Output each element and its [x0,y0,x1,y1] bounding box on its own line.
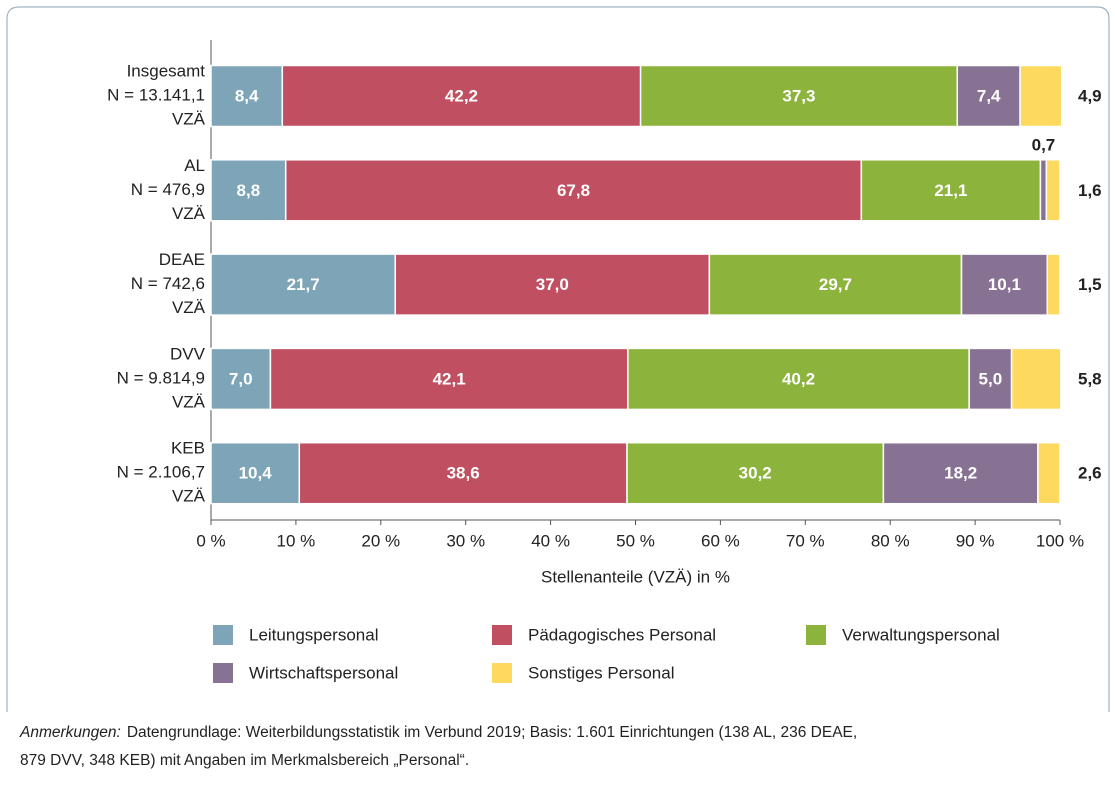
note-text: 879 DVV, 348 KEB) mit Angaben im Merkmal… [20,752,469,769]
bar-segment [1046,253,1061,316]
x-tick-label: 30 % [446,531,485,550]
data-label: 7,4 [977,86,1001,105]
category-label: N = 9.814,9 [117,368,205,387]
note-text: Datengrundlage: Weiterbildungsstatistik … [127,724,857,741]
category-label: VZÄ [172,487,206,506]
category-label: N = 2.106,7 [117,463,205,482]
data-label: 4,9 [1078,86,1102,105]
legend-swatch [492,663,512,683]
x-tick-label: 0 % [196,531,225,550]
data-label: 7,0 [229,369,253,388]
data-label: 37,3 [782,86,815,105]
data-label: 37,0 [536,275,569,294]
legend-swatch [213,663,233,683]
legend-label: Pädagogisches Personal [528,625,716,644]
data-label: 1,5 [1078,275,1102,294]
category-label: DVV [170,344,206,363]
bar-segment [626,441,885,505]
bar-segment [860,159,1042,222]
legend-swatch [492,625,512,645]
data-label: 30,2 [739,464,772,483]
x-tick-label: 20 % [361,531,400,550]
category-label: VZÄ [172,392,206,411]
legend-label: Verwaltungspersonal [842,625,1000,644]
data-label: 42,2 [445,86,478,105]
category-label: DEAE [159,250,205,269]
data-label: 8,8 [237,181,261,200]
category-label: Insgesamt [127,61,206,80]
data-label: 8,4 [235,86,259,105]
category-label: KEB [171,439,205,458]
data-label: 10,1 [988,275,1021,294]
category-label: N = 13.141,1 [107,85,205,104]
category-label: VZÄ [172,109,206,128]
category-label: N = 476,9 [131,180,205,199]
bar-segment [960,253,1049,316]
data-label: 0,7 [1032,135,1056,154]
x-tick-label: 10 % [277,531,316,550]
x-tick-label: 40 % [531,531,570,550]
data-label: 42,1 [433,369,466,388]
x-tick-label: 70 % [786,531,825,550]
data-label: 10,4 [239,464,273,483]
data-label: 21,7 [287,275,320,294]
note: Anmerkungen: Datengrundlage: Weiterbildun… [19,724,857,741]
data-label: 2,6 [1078,464,1102,483]
legend-label: Sonstiges Personal [528,663,674,682]
frame [6,6,1110,712]
note-label: Anmerkungen: [19,724,121,741]
bar-segment [1010,347,1062,411]
data-label: 21,1 [934,181,967,200]
bar-segment [269,347,629,411]
x-axis-label: Stellenanteile (VZÄ) in % [541,567,730,586]
category-label: AL [184,156,205,175]
bar-segment [210,253,396,316]
data-label: 29,7 [819,275,852,294]
bar-segment [298,441,628,505]
x-tick-label: 100 % [1036,531,1084,550]
bar-segment [1019,64,1063,128]
x-tick-label: 60 % [701,531,740,550]
bar-segment [210,441,301,505]
x-tick-label: 90 % [956,531,995,550]
category-label: VZÄ [172,204,206,223]
data-label: 40,2 [782,369,815,388]
x-tick-label: 50 % [616,531,655,550]
legend-label: Wirtschaftspersonal [249,663,398,682]
data-label: 18,2 [944,464,977,483]
bar-segment [627,347,970,411]
bar-segment [968,347,1013,411]
bar-segment [1037,441,1061,505]
legend-swatch [213,625,233,645]
data-label: 5,0 [979,369,1003,388]
category-label: N = 742,6 [131,274,205,293]
bar-segment [394,253,711,316]
x-tick-label: 80 % [871,531,910,550]
bar-segment [639,64,959,128]
bar-segment [210,347,272,411]
data-label: 1,6 [1078,181,1102,200]
legend-swatch [806,625,826,645]
bar-segment [708,253,963,316]
data-label: 5,8 [1078,369,1102,388]
legend-label: Leitungspersonal [249,625,378,644]
bar-segment [1039,159,1048,222]
category-label: VZÄ [172,298,206,317]
data-label: 67,8 [557,181,590,200]
bar-segment [1045,159,1061,222]
data-label: 38,6 [447,464,480,483]
bar-segment [284,159,863,222]
